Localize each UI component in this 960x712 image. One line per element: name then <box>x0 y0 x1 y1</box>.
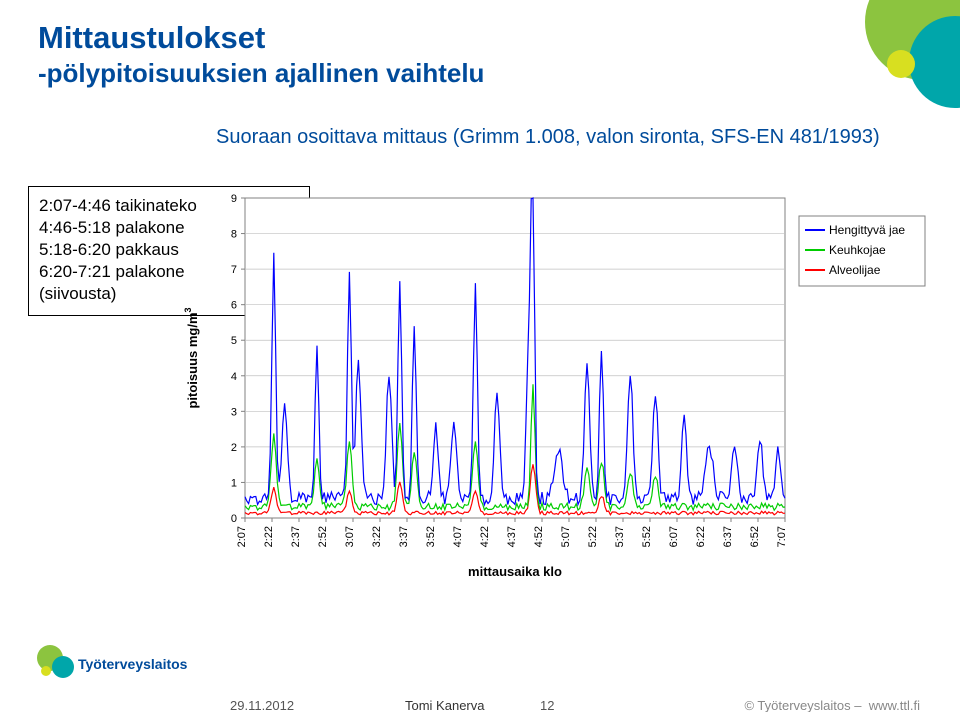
svg-text:4:22: 4:22 <box>479 526 491 547</box>
svg-text:7: 7 <box>231 264 237 276</box>
svg-text:pitoisuus mg/m3: pitoisuus mg/m3 <box>183 307 200 408</box>
svg-text:2:07: 2:07 <box>236 526 248 547</box>
svg-text:Hengittyvä jae: Hengittyvä jae <box>829 223 905 237</box>
svg-text:mittausaika klo: mittausaika klo <box>468 564 562 579</box>
page-title: Mittaustulokset <box>38 20 484 56</box>
corner-logo <box>805 0 960 110</box>
svg-text:3:52: 3:52 <box>425 526 437 547</box>
page-subtitle: -pölypitoisuuksien ajallinen vaihtelu <box>38 58 484 89</box>
svg-text:6:37: 6:37 <box>722 526 734 547</box>
svg-text:4: 4 <box>231 371 237 383</box>
svg-text:1: 1 <box>231 477 237 489</box>
footer-url: www.ttl.fi <box>869 698 920 712</box>
svg-text:2:37: 2:37 <box>290 526 302 547</box>
svg-text:7:07: 7:07 <box>776 526 788 547</box>
footer-logo: Työterveyslaitos <box>36 644 206 684</box>
dust-concentration-chart: 0 1 2 3 4 5 6 7 8 9 2:07 2:22 2:37 2:52 3:07 3:22 3:37 3:… <box>175 188 935 608</box>
svg-text:5:52: 5:52 <box>641 526 653 547</box>
svg-text:2:22: 2:22 <box>263 526 275 547</box>
svg-text:Alveolijae: Alveolijae <box>829 263 881 277</box>
svg-text:5:22: 5:22 <box>587 526 599 547</box>
svg-text:8: 8 <box>231 229 237 241</box>
svg-text:6:52: 6:52 <box>749 526 761 547</box>
svg-text:4:07: 4:07 <box>452 526 464 547</box>
footer-page-number: 12 <box>540 698 554 712</box>
svg-text:6:22: 6:22 <box>695 526 707 547</box>
footer-org: © Työterveyslaitos – www.ttl.fi <box>744 698 920 712</box>
svg-text:2: 2 <box>231 442 237 454</box>
svg-text:5:07: 5:07 <box>560 526 572 547</box>
svg-text:4:37: 4:37 <box>506 526 518 547</box>
svg-text:3:07: 3:07 <box>344 526 356 547</box>
svg-text:2:52: 2:52 <box>317 526 329 547</box>
footer-date: 29.11.2012 <box>230 698 294 712</box>
svg-text:6: 6 <box>231 300 237 312</box>
svg-text:4:52: 4:52 <box>533 526 545 547</box>
svg-text:5:37: 5:37 <box>614 526 626 547</box>
svg-text:3: 3 <box>231 406 237 418</box>
svg-text:6:07: 6:07 <box>668 526 680 547</box>
svg-text:3:37: 3:37 <box>398 526 410 547</box>
chart-caption: Suoraan osoittava mittaus (Grimm 1.008, … <box>216 126 880 149</box>
svg-text:Keuhkojae: Keuhkojae <box>829 243 886 257</box>
svg-text:3:22: 3:22 <box>371 526 383 547</box>
svg-text:5: 5 <box>231 335 237 347</box>
svg-text:0: 0 <box>231 513 237 525</box>
footer-author: Tomi Kanerva <box>405 698 484 712</box>
svg-text:9: 9 <box>231 193 237 205</box>
footer-logo-text: Työterveyslaitos <box>78 656 188 672</box>
